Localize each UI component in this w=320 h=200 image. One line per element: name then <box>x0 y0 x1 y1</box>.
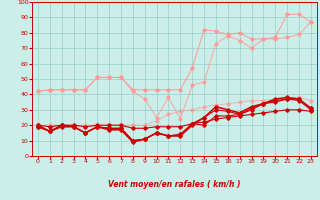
X-axis label: Vent moyen/en rafales ( km/h ): Vent moyen/en rafales ( km/h ) <box>108 180 241 189</box>
